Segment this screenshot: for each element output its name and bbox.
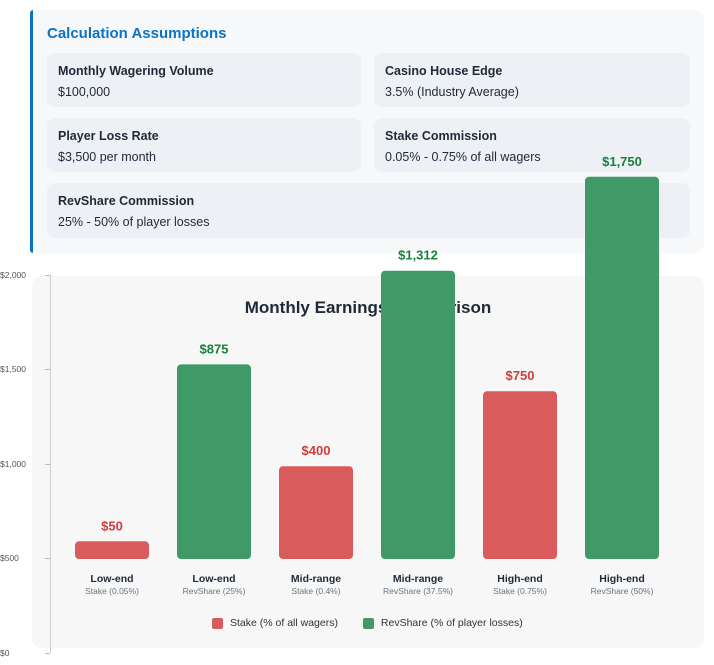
y-tick-mark (45, 558, 50, 559)
bar-value-label: $750 (506, 368, 535, 383)
y-axis-line (50, 275, 51, 653)
category-sublabel: RevShare (25%) (183, 586, 246, 596)
card-label: Stake Commission (385, 129, 497, 143)
category-label: Low-end (192, 573, 235, 585)
y-tick-label: $1,500 (0, 364, 26, 374)
assumption-card-wagering-volume: Monthly Wagering Volume $100,000 (47, 53, 361, 107)
category-sublabel: Stake (0.05%) (85, 586, 139, 596)
bar (483, 391, 557, 559)
y-tick-mark (45, 653, 50, 654)
bar-value-label: $1,750 (602, 154, 642, 169)
card-value: 0.05% - 0.75% of all wagers (385, 150, 541, 164)
bar (279, 466, 353, 559)
card-label: RevShare Commission (58, 194, 195, 208)
chart-legend: Stake (% of all wagers) RevShare (% of p… (212, 617, 545, 632)
category-sublabel: Stake (0.75%) (493, 586, 547, 596)
category-sublabel: RevShare (50%) (591, 586, 654, 596)
card-label: Player Loss Rate (58, 129, 159, 143)
card-value: 3.5% (Industry Average) (385, 85, 519, 99)
assumption-card-stake-commission: Stake Commission 0.05% - 0.75% of all wa… (374, 118, 690, 172)
category-label: Mid-range (291, 573, 341, 585)
card-value: 25% - 50% of player losses (58, 215, 210, 229)
legend-label: Stake (% of all wagers) (230, 617, 338, 629)
y-tick-mark (45, 464, 50, 465)
category-label: Low-end (90, 573, 133, 585)
assumptions-title: Calculation Assumptions (47, 25, 227, 42)
category-sublabel: RevShare (37.5%) (383, 586, 453, 596)
y-tick-mark (45, 275, 50, 276)
bar-value-label: $1,312 (398, 248, 438, 263)
category-sublabel: Stake (0.4%) (291, 586, 340, 596)
card-label: Casino House Edge (385, 64, 503, 78)
category-label: High-end (497, 573, 543, 585)
bar (75, 541, 149, 559)
assumptions-panel: Calculation Assumptions Monthly Wagering… (30, 10, 704, 253)
legend-swatch-stake (212, 617, 223, 629)
card-value: $100,000 (58, 85, 111, 99)
y-tick-label: $2,000 (0, 270, 26, 280)
bar-value-label: $400 (302, 443, 331, 458)
legend-item-revshare: RevShare (% of player losses) (362, 617, 523, 629)
bar (585, 176, 659, 560)
bar-value-label: $875 (200, 341, 229, 356)
bar-value-label: $50 (101, 518, 123, 533)
category-label: Mid-range (393, 573, 443, 585)
bar (177, 364, 251, 559)
category-label: High-end (599, 573, 645, 585)
legend-item-stake: Stake (% of all wagers) (212, 617, 338, 629)
assumption-card-revshare-commission: RevShare Commission 25% - 50% of player … (47, 183, 690, 238)
y-tick-label: $1,000 (0, 459, 26, 469)
assumption-card-house-edge: Casino House Edge 3.5% (Industry Average… (374, 53, 690, 107)
accent-bar (30, 10, 33, 253)
assumption-card-player-loss: Player Loss Rate $3,500 per month (47, 118, 361, 172)
card-label: Monthly Wagering Volume (58, 64, 214, 78)
legend-swatch-revshare (362, 617, 374, 629)
y-tick-label: $0 (0, 648, 10, 658)
legend-label: RevShare (% of player losses) (380, 617, 523, 629)
y-tick-mark (45, 369, 50, 370)
bar (381, 270, 455, 559)
y-tick-label: $500 (0, 553, 19, 563)
card-value: $3,500 per month (58, 150, 156, 164)
